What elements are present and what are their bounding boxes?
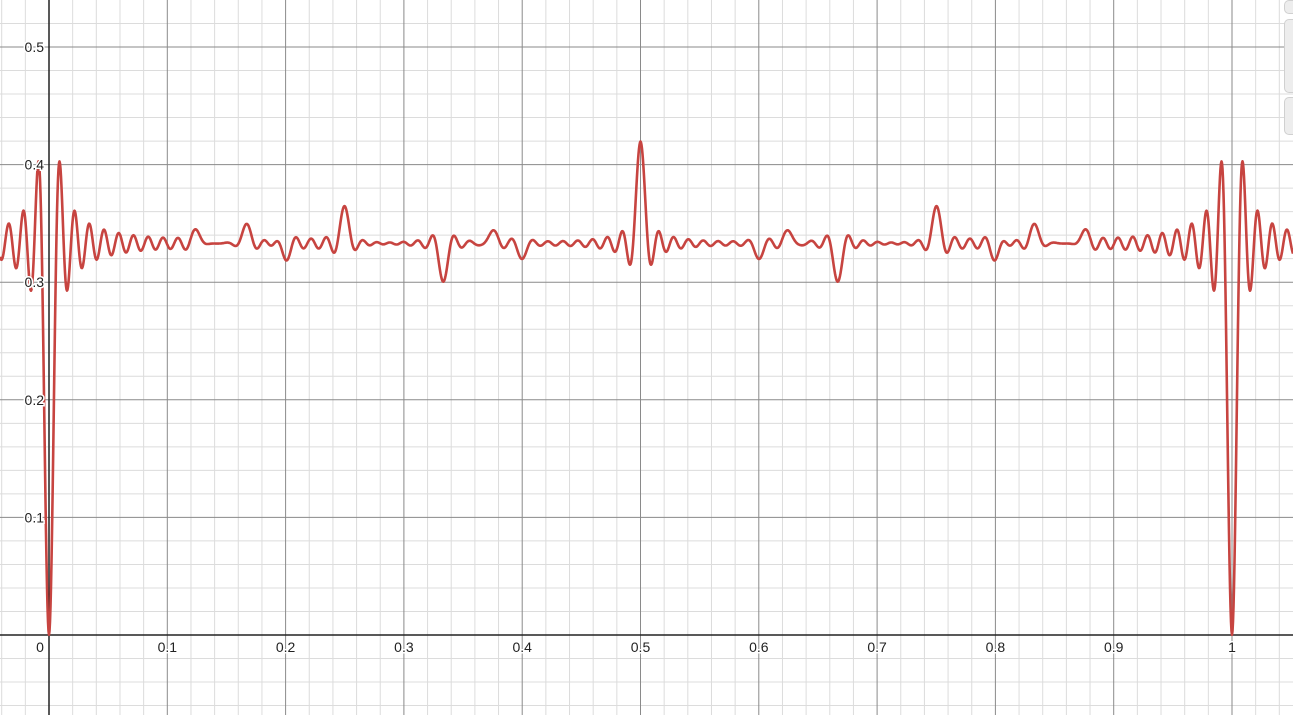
x-tick-label: 0.4	[512, 639, 532, 655]
tick-labels: 0 0.1 0.2 0.3 0.4 0.5 0.6 0.7 0.8 0.9 1 0.1 0.2 0.3 0.…	[23, 38, 1238, 657]
x-tick-label: 0	[36, 639, 44, 655]
zoom-in-button[interactable]	[1284, 0, 1293, 14]
x-tick-label: 1	[1228, 639, 1236, 655]
x-tick-label: 0.6	[749, 639, 769, 655]
x-tick-label: 0.5	[631, 639, 651, 655]
x-tick-label: 0.9	[1104, 639, 1124, 655]
home-button[interactable]	[1284, 97, 1293, 135]
y-tick-label: 0.3	[25, 274, 45, 290]
zoom-out-button[interactable]	[1284, 19, 1293, 93]
x-tick-label: 0.1	[158, 639, 178, 655]
y-tick-label: 0.2	[25, 392, 45, 408]
x-tick-label: 0.8	[986, 639, 1006, 655]
y-tick-label: 0.4	[25, 157, 45, 173]
x-tick-label: 0.3	[394, 639, 414, 655]
y-tick-label: 0.5	[25, 39, 45, 55]
series-line	[0, 140, 1293, 636]
x-tick-label: 0.2	[276, 639, 296, 655]
y-tick-label: 0.1	[25, 509, 45, 525]
x-tick-label: 0.7	[867, 639, 887, 655]
